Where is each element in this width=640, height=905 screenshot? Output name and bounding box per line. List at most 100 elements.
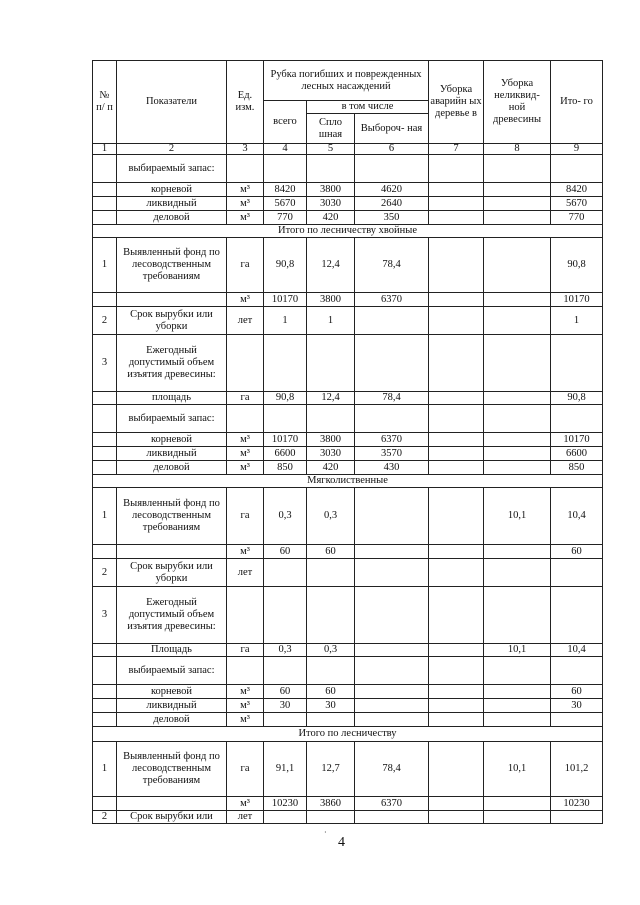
table-cell: га (226, 741, 264, 797)
forest-felling-table: № п/ п Показатели Ед. изм. Рубка погибши… (92, 60, 603, 824)
table-cell (483, 446, 551, 461)
table-cell (92, 684, 117, 699)
table-cell (483, 196, 551, 211)
table-cell (428, 154, 484, 183)
table-cell: м³ (226, 684, 264, 699)
table-cell (428, 586, 484, 644)
table-cell (428, 237, 484, 293)
table-cell (428, 656, 484, 685)
table-cell (483, 544, 551, 559)
table-cell: 3030 (306, 196, 355, 211)
table-cell: Выявленный фонд по лесоводственным требо… (116, 741, 227, 797)
column-number: 5 (306, 143, 355, 155)
table-cell (483, 292, 551, 307)
table-cell: 1 (92, 237, 117, 293)
table-cell (306, 656, 355, 685)
column-number: 7 (428, 143, 484, 155)
table-cell (92, 210, 117, 225)
table-cell (306, 404, 355, 433)
table-cell (263, 586, 307, 644)
table-cell (92, 446, 117, 461)
table-cell: 6600 (263, 446, 307, 461)
table-cell: 60 (263, 684, 307, 699)
table-cell: 12,4 (306, 391, 355, 405)
table-cell (354, 544, 429, 559)
table-cell: 1 (306, 306, 355, 335)
table-cell (263, 656, 307, 685)
table-cell (354, 586, 429, 644)
table-cell (354, 643, 429, 657)
table-cell: корневой (116, 432, 227, 447)
table-cell: лет (226, 558, 264, 587)
table-cell: 30 (263, 698, 307, 713)
table-cell: ликвидный (116, 698, 227, 713)
table-cell: 78,4 (354, 391, 429, 405)
table-cell (483, 810, 551, 824)
table-cell (428, 810, 484, 824)
table-cell (226, 656, 264, 685)
header-selective: Выбороч- ная (354, 113, 429, 144)
table-cell: 3860 (306, 796, 355, 811)
table-cell (92, 698, 117, 713)
table-cell (483, 237, 551, 293)
table-cell (92, 154, 117, 183)
table-cell (483, 698, 551, 713)
table-cell (263, 154, 307, 183)
table-cell (483, 656, 551, 685)
table-cell: 60 (306, 684, 355, 699)
table-cell (92, 544, 117, 559)
table-cell: Выявленный фонд по лесоводственным требо… (116, 487, 227, 545)
column-number: 2 (116, 143, 227, 155)
table-cell (483, 796, 551, 811)
table-row: 2 Срок вырубки или уборки лет (92, 558, 603, 587)
table-cell (354, 334, 429, 392)
table-cell: 770 (550, 210, 603, 225)
table-cell: площадь (116, 391, 227, 405)
table-row: деловой м³ 850 420 430 850 (92, 460, 603, 475)
table-cell: 420 (306, 210, 355, 225)
table-cell (483, 432, 551, 447)
table-cell: м³ (226, 698, 264, 713)
table-cell: 78,4 (354, 741, 429, 797)
table-cell: 2640 (354, 196, 429, 211)
table-cell (483, 586, 551, 644)
table-cell (354, 810, 429, 824)
table-row: корневой м³ 10170 3800 6370 10170 (92, 432, 603, 447)
section-title: Итого по лесничеству (92, 726, 603, 742)
table-cell: лет (226, 810, 264, 824)
table-row: ликвидный м³ 30 30 30 (92, 698, 603, 713)
table-cell: га (226, 237, 264, 293)
table-cell (428, 306, 484, 335)
table-cell (354, 656, 429, 685)
table-cell (92, 796, 117, 811)
table-header: № п/ п Показатели Ед. изм. Рубка погибши… (92, 60, 603, 155)
table-cell: 850 (263, 460, 307, 475)
table-cell (428, 391, 484, 405)
table-cell (483, 391, 551, 405)
table-cell: 3 (92, 334, 117, 392)
table-cell: 12,4 (306, 237, 355, 293)
table-row: деловой м³ (92, 712, 603, 727)
table-cell (226, 334, 264, 392)
table-cell: 10230 (263, 796, 307, 811)
table-row: ликвидный м³ 5670 3030 2640 5670 (92, 196, 603, 211)
table-cell: 10170 (263, 432, 307, 447)
table-cell (116, 292, 227, 307)
table-cell (226, 586, 264, 644)
table-cell: 12,7 (306, 741, 355, 797)
table-cell: 1 (263, 306, 307, 335)
table-cell (354, 306, 429, 335)
column-number: 1 (92, 143, 117, 155)
table-cell: 90,8 (550, 237, 603, 293)
column-number: 6 (354, 143, 429, 155)
table-cell: 78,4 (354, 237, 429, 293)
table-row: м³ 60 60 60 (92, 544, 603, 559)
section-title: Мягколиственные (92, 474, 603, 488)
table-cell (550, 586, 603, 644)
table-cell: 60 (550, 684, 603, 699)
table-cell: 3 (92, 586, 117, 644)
header-felling: Рубка погибших и поврежденных лесных нас… (263, 60, 429, 101)
table-row: площадь га 90,8 12,4 78,4 90,8 (92, 391, 603, 405)
table-cell: 10,1 (483, 643, 551, 657)
table-cell: 30 (550, 698, 603, 713)
